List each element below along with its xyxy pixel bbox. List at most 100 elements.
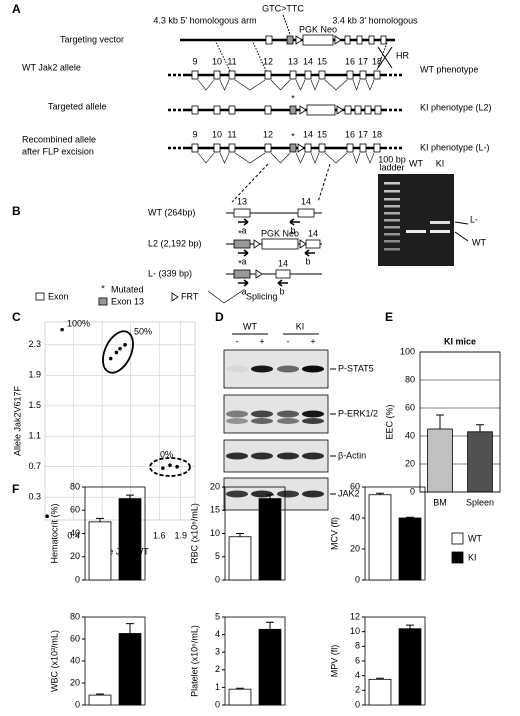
treatment: +: [310, 336, 315, 346]
blot-band: [251, 365, 273, 373]
row-label: Targeted allele: [48, 101, 107, 111]
error-bar: [266, 494, 274, 499]
y-axis-label: MCV (fl): [329, 517, 339, 550]
y-tick-label: 0: [215, 699, 220, 709]
y-tick-label: 40: [405, 430, 415, 440]
y-tick-label: 2: [215, 664, 220, 674]
primer-arrow: [304, 249, 315, 257]
bar: [258, 498, 282, 581]
point: [60, 327, 64, 332]
row-label: WT Jak2 allele: [22, 62, 81, 72]
gel-band: [430, 221, 450, 224]
exon: [373, 70, 381, 80]
splicing: [352, 79, 361, 91]
splicing: [234, 152, 266, 164]
mutation-mark: *: [238, 258, 242, 268]
gel-ladder: 100 bp: [378, 154, 406, 164]
bar: [427, 428, 453, 493]
y-tick-label: 5: [215, 611, 220, 621]
exon-number: 12: [263, 56, 273, 66]
blot-band: [277, 418, 299, 424]
y-tick-label: 40: [350, 512, 360, 522]
exon: [304, 143, 312, 153]
row-label: Recombined allele: [22, 134, 96, 144]
error-bar: [406, 624, 414, 629]
exon: [344, 35, 351, 45]
exon-number: 11: [227, 129, 236, 139]
exon: [265, 35, 273, 45]
splicing: [365, 152, 375, 164]
splicing: [270, 152, 291, 164]
primer-arrow: [238, 279, 249, 287]
exon: [264, 105, 272, 115]
error-bar: [436, 414, 444, 429]
blot-band: [226, 452, 248, 460]
exon: [191, 105, 199, 115]
blot-label: P-ERK1/2: [338, 408, 378, 418]
splicing: [324, 79, 348, 91]
ladder-band: [384, 190, 400, 193]
y-tick-label: 0.3: [28, 492, 41, 502]
mutation-mark: *: [238, 228, 242, 238]
y-tick-label: 20: [210, 481, 220, 491]
band-pointer: [454, 221, 469, 225]
mutation-mark: *: [291, 93, 295, 103]
plot-frame: [224, 486, 286, 581]
legend-text: Exon 13: [111, 296, 144, 306]
y-tick-label: 1.5: [28, 400, 41, 410]
exon: [228, 105, 236, 115]
gel-lane: WT: [409, 158, 423, 168]
y-tick-label: 2: [355, 685, 360, 695]
y-axis-label: Platelet (x10⁶/mL): [189, 625, 199, 697]
legend-text: KI: [468, 552, 477, 562]
exon: [359, 143, 367, 153]
plot-frame: [364, 486, 426, 581]
point: [168, 463, 172, 467]
legend-swatch: [451, 551, 464, 564]
primer: b: [279, 286, 284, 296]
splicing: [310, 79, 320, 91]
blot-band: [302, 490, 324, 498]
exon: [213, 70, 221, 80]
neo-label: PGK Neo: [261, 228, 299, 238]
y-tick-label: 12: [350, 611, 360, 621]
exon-number: 14: [301, 196, 311, 206]
error-bar: [236, 687, 244, 690]
bar: [368, 678, 392, 706]
ladder-band: [384, 233, 400, 236]
exon-mutated: [286, 35, 294, 45]
exon-number: 14: [303, 56, 313, 66]
gel-lane: KI: [436, 158, 445, 168]
ladder-band: [384, 219, 400, 222]
y-tick-label: 6: [355, 655, 360, 665]
exon: [318, 143, 326, 153]
y-axis-label: RBC (x10⁶/mL): [189, 503, 199, 564]
gel-band: [430, 230, 450, 233]
error-bar: [376, 492, 384, 495]
ladder-band: [384, 205, 400, 208]
row-label: Targeting vector: [60, 34, 124, 44]
exon-number: 14: [303, 129, 313, 139]
error-bar: [266, 621, 274, 630]
splicing: [197, 79, 215, 91]
error-bar: [96, 517, 104, 522]
y-axis-label: Allele Jak2V617F: [12, 385, 22, 456]
splicing: [234, 79, 266, 91]
exon: [191, 70, 199, 80]
y-tick-label: 3: [215, 647, 220, 657]
frt: [299, 105, 307, 115]
y-tick-label: 0: [75, 699, 80, 709]
exon-number: 16: [345, 56, 355, 66]
exon-number: 15: [317, 129, 327, 139]
x-tick-label: BM: [433, 497, 447, 507]
y-tick-label: 0.7: [28, 461, 41, 471]
exon: [354, 105, 362, 115]
exon: [373, 143, 381, 153]
error-bar: [236, 533, 244, 537]
y-tick-label: 40: [70, 655, 80, 665]
row-label: after FLP excision: [22, 146, 94, 156]
annotation: 50%: [134, 326, 152, 336]
blot-label: β-Actin: [338, 450, 366, 460]
frt: [336, 105, 344, 115]
